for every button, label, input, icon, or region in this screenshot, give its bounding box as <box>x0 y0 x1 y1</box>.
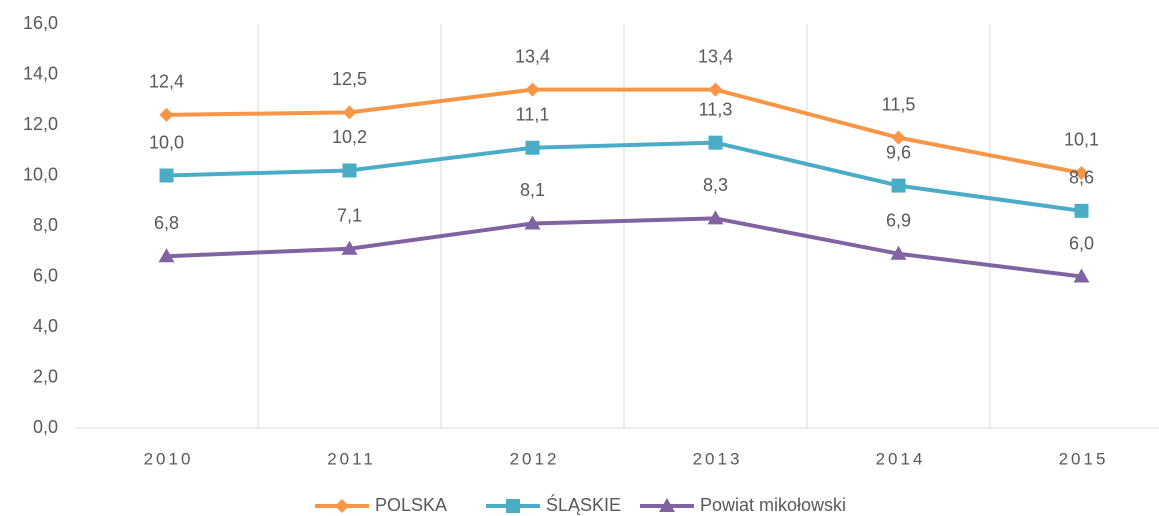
legend-marker <box>659 498 675 512</box>
data-point <box>525 140 540 155</box>
x-tick-label: 2010 <box>144 449 194 468</box>
data-label: 10,0 <box>149 132 184 152</box>
data-label: 8,1 <box>520 180 545 200</box>
data-point <box>342 163 357 178</box>
data-point <box>891 130 906 145</box>
data-point <box>1074 203 1089 218</box>
data-point <box>341 240 358 255</box>
data-point <box>159 168 174 183</box>
data-point <box>708 82 723 97</box>
series-line <box>166 87 1082 175</box>
legend-label: POLSKA <box>375 495 447 515</box>
data-point <box>707 210 724 225</box>
data-point <box>158 248 175 263</box>
x-tick-label: 2011 <box>327 449 376 468</box>
series-line <box>166 140 1082 213</box>
data-label: 13,4 <box>515 46 550 66</box>
data-point <box>891 178 906 193</box>
y-tick-label: 0,0 <box>33 417 58 437</box>
data-point <box>524 215 541 230</box>
data-label: 11,1 <box>516 104 550 124</box>
y-tick-label: 4,0 <box>33 316 58 336</box>
data-point <box>890 245 907 260</box>
data-label: 7,1 <box>337 205 362 225</box>
data-label: 8,3 <box>703 175 728 195</box>
x-tick-label: 2012 <box>510 449 560 468</box>
data-point <box>708 135 723 150</box>
legend-label: Powiat mikołowski <box>700 495 846 515</box>
data-label: 12,5 <box>332 69 367 89</box>
data-label: 10,1 <box>1064 130 1099 150</box>
y-tick-label: 8,0 <box>33 215 58 235</box>
data-label: 10,2 <box>332 127 367 147</box>
data-point <box>159 107 174 122</box>
data-point <box>342 105 357 120</box>
data-label: 11,3 <box>699 99 733 119</box>
x-tick-label: 2013 <box>693 449 743 468</box>
legend-marker <box>335 499 349 513</box>
data-label: 12,4 <box>149 72 184 92</box>
data-label: 6,8 <box>154 213 179 233</box>
y-tick-label: 12,0 <box>23 114 58 134</box>
data-label: 11,5 <box>882 94 916 114</box>
data-point <box>525 82 540 97</box>
x-tick-label: 2015 <box>1059 449 1109 468</box>
y-tick-label: 14,0 <box>23 63 58 83</box>
y-tick-label: 16,0 <box>23 13 58 33</box>
data-label: 6,0 <box>1069 233 1094 253</box>
y-tick-label: 6,0 <box>33 265 58 285</box>
data-label: 9,6 <box>886 142 911 162</box>
data-label: 13,4 <box>698 46 733 66</box>
x-tick-label: 2014 <box>876 449 926 468</box>
y-tick-label: 10,0 <box>23 164 58 184</box>
data-point <box>1074 165 1089 180</box>
legend-marker <box>506 499 520 513</box>
legend-label: ŚLĄSKIE <box>546 494 621 515</box>
data-point <box>1073 268 1090 283</box>
series-line <box>166 216 1082 279</box>
data-label: 6,9 <box>886 211 911 231</box>
data-label: 8,6 <box>1069 168 1094 188</box>
y-tick-label: 2,0 <box>33 366 58 386</box>
